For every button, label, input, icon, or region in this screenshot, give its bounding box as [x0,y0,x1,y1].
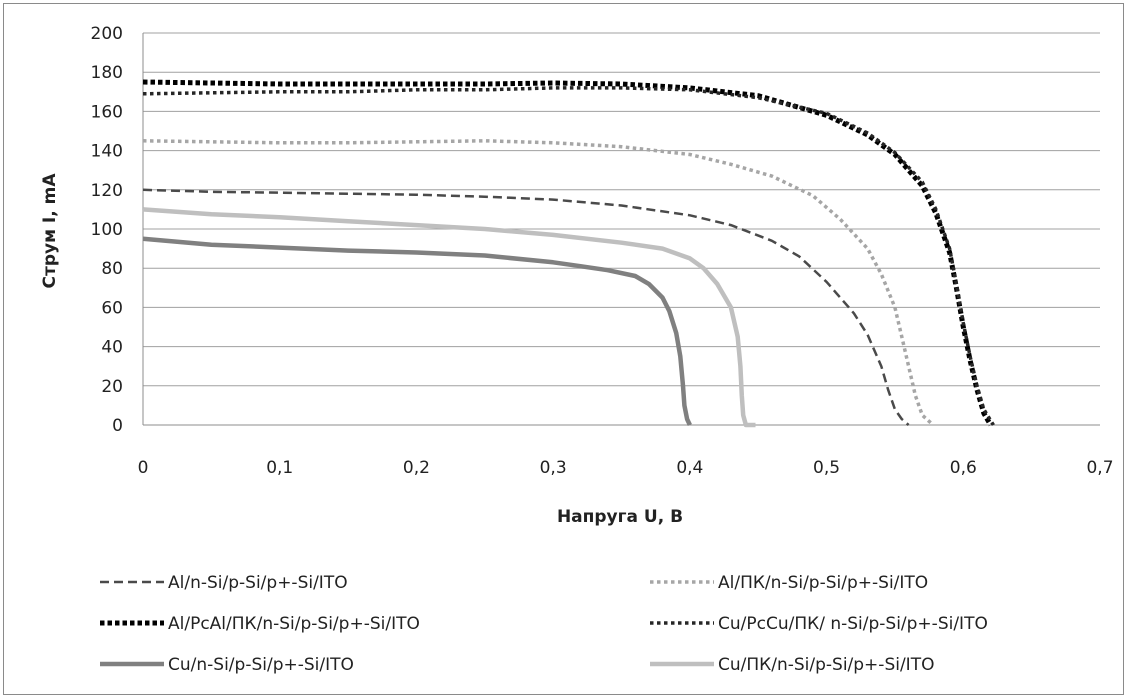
series-line-4 [142,86,995,426]
legend-label-4: Cu/PcCu/ПК/ n-Si/p-Si/p+-Si/ITO [718,614,988,634]
series-line-2 [142,139,935,427]
series-lines [142,79,995,428]
y-axis-title: Струм I, mA [40,173,60,289]
legend-label-6: Cu/ПК/n-Si/p-Si/p+-Si/ITO [718,655,934,675]
x-tick-label: 0,4 [676,458,703,478]
y-tick-labels: 0 20 40 60 80 100 120 140 160 180 200 [91,24,123,436]
y-tick-label: 180 [91,63,123,83]
x-tick-label: 0,5 [813,458,840,478]
series-line-5 [142,236,692,426]
legend-label-2: Al/ПК/n-Si/p-Si/p+-Si/ITO [718,573,928,593]
x-tick-label: 0,1 [266,458,293,478]
x-tick-label: 0,7 [1086,458,1113,478]
y-tick-label: 0 [112,416,123,436]
y-tick-label: 140 [91,142,123,162]
series-line-6 [142,207,756,428]
chart-frame [3,3,1124,695]
x-tick-label: 0,2 [403,458,430,478]
x-tick-label: 0 [138,458,149,478]
y-tick-label: 20 [101,377,123,397]
x-tick-labels: 0 0,1 0,2 0,3 0,4 0,5 0,6 0,7 [138,458,1114,478]
y-tick-label: 60 [101,298,123,318]
x-tick-label: 0,6 [950,458,977,478]
series-line-1 [142,188,910,426]
x-tick-label: 0,3 [540,458,567,478]
legend-label-5: Cu/n-Si/p-Si/p+-Si/ITO [168,655,354,675]
y-tick-label: 160 [91,102,123,122]
x-axis-title: Напруга U, В [557,507,683,527]
y-tick-label: 100 [91,220,123,240]
series-line-3 [142,79,993,427]
y-tick-label: 120 [91,181,123,201]
y-tick-label: 80 [101,259,123,279]
legend-label-3: Al/PcAl/ПК/n-Si/p-Si/p+-Si/ITO [168,614,420,634]
legend: Al/n-Si/p-Si/p+-Si/ITO Al/ПК/n-Si/p-Si/p+… [100,573,988,675]
y-tick-label: 200 [91,24,123,44]
legend-label-1: Al/n-Si/p-Si/p+-Si/ITO [168,573,348,593]
grid-lines [142,32,1100,426]
y-tick-label: 40 [101,338,123,358]
